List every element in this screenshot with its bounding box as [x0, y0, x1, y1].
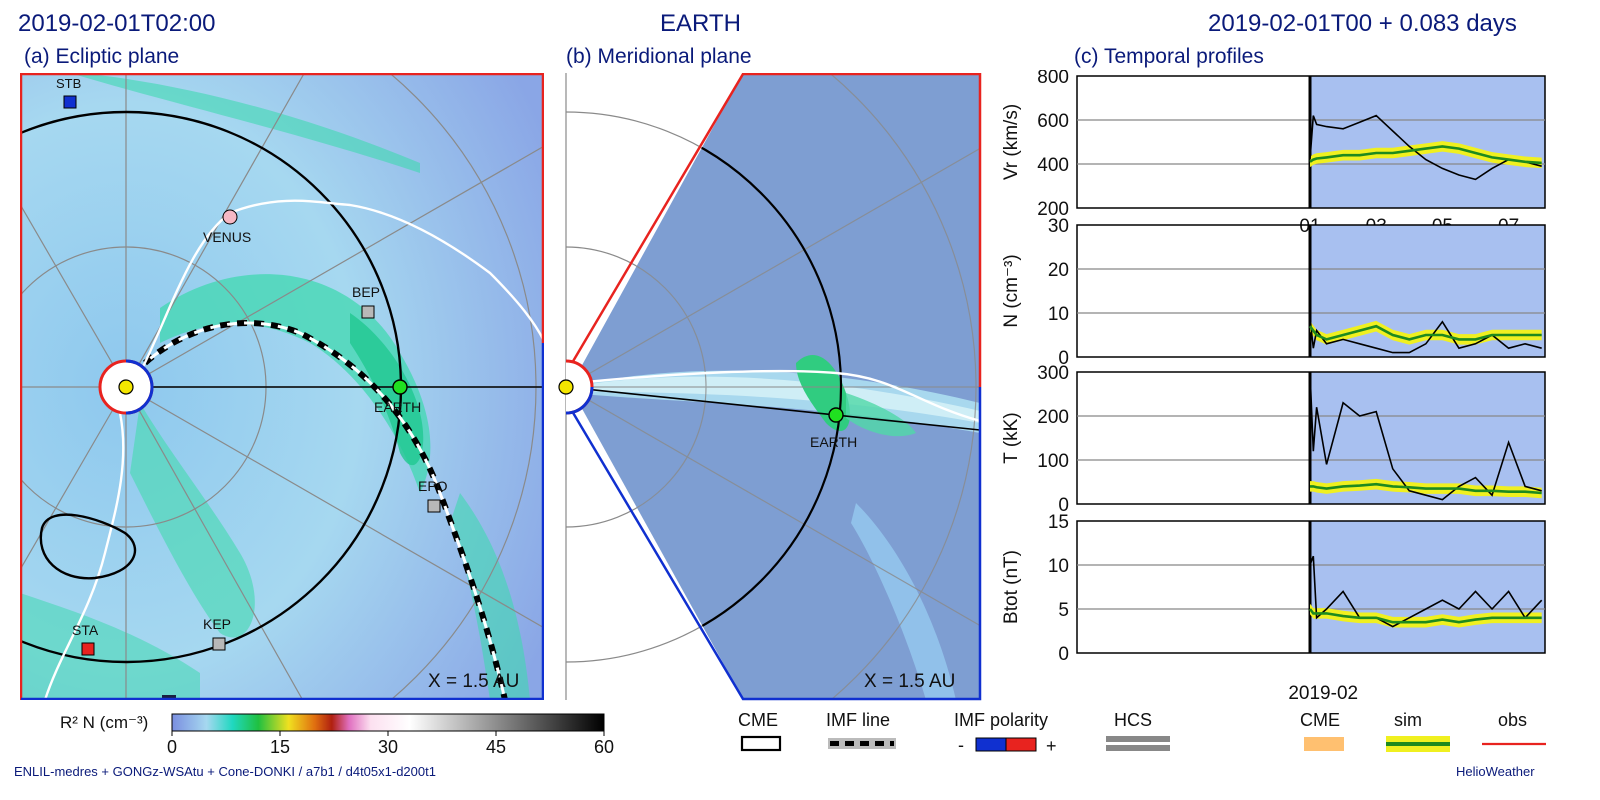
y-tick-label: 0: [1058, 348, 1069, 369]
x-axis-month-label: 2019-02: [1288, 683, 1358, 704]
kep-marker: [212, 637, 226, 651]
legend-cme-swatch: [740, 735, 782, 752]
epo-marker: [427, 499, 441, 513]
sim-series-line: [1310, 482, 1542, 495]
legend-hcs-swatch: [1106, 745, 1170, 751]
venus-label: VENUS: [203, 229, 251, 245]
earth-label-b: EARTH: [810, 434, 857, 450]
y-axis-label: T (kK): [1001, 412, 1022, 463]
legend-sim-label: sim: [1394, 710, 1422, 730]
stb-label: STB: [56, 76, 81, 91]
legend-imf-polarity-label: IMF polarity: [954, 710, 1048, 730]
earth-marker: [392, 379, 408, 395]
data-window-background: [1310, 76, 1545, 208]
y-tick-label: 300: [1037, 363, 1069, 384]
symbol-legend: CME IMF line IMF polarity - + HCS CME si…: [738, 710, 1546, 756]
y-tick-label: 200: [1037, 199, 1069, 220]
simulation-datetime: 2019-02-01T02:00: [18, 10, 216, 37]
colorbar-legend: R² N (cm⁻³) 0 15 30 45 60: [60, 713, 614, 757]
colorbar-tick: 30: [378, 737, 398, 757]
ecliptic-plane-panel: STB VENUS BEP EARTH EPO STA KEP X = 1.5 …: [20, 73, 544, 700]
obs-series-line: [1309, 114, 1542, 181]
legend-imf-line-label: IMF line: [826, 710, 890, 730]
y-tick-label: 5: [1058, 600, 1069, 621]
run-time: 2019-02-01T00 + 0.083 days: [1208, 10, 1517, 37]
bep-marker: [361, 305, 375, 319]
legend-plus: +: [1046, 736, 1057, 756]
brand-footer: HelioWeather: [1456, 764, 1535, 779]
y-tick-label: 0: [1058, 644, 1069, 665]
y-axis-label: Btot (nT): [1001, 550, 1022, 624]
sta-marker: [81, 642, 95, 656]
obs-series-line: [1309, 371, 1542, 501]
target-name: EARTH: [660, 10, 741, 37]
y-tick-label: 30: [1048, 216, 1069, 237]
epo-label: EPO: [418, 478, 448, 494]
legend-obs-label: obs: [1498, 710, 1527, 730]
legend-hcs-label: HCS: [1114, 710, 1152, 730]
obs-series-line: [1309, 317, 1542, 354]
legend-polarity-negative: [975, 737, 1007, 752]
venus-marker: [222, 209, 238, 225]
earth-marker-b: [828, 407, 844, 423]
y-tick-label: 0: [1058, 495, 1069, 516]
y-tick-label: 20: [1048, 260, 1069, 281]
data-window-background: [1310, 521, 1545, 653]
colorbar-tick: 45: [486, 737, 506, 757]
y-tick-label: 600: [1037, 111, 1069, 132]
y-axis-label: Vr (km/s): [1001, 104, 1022, 180]
y-tick-label: 400: [1037, 155, 1069, 176]
y-tick-label: 800: [1037, 70, 1069, 88]
y-tick-label: 200: [1037, 407, 1069, 428]
model-footer: ENLIL-medres + GONGz-WSAtu + Cone-DONKI …: [14, 764, 436, 779]
earth-label: EARTH: [374, 399, 421, 415]
legend-polarity-positive: [1005, 737, 1037, 752]
legend-cme-label: CME: [738, 710, 778, 730]
panel-a-title: (a) Ecliptic plane: [24, 45, 180, 68]
y-tick-label: 10: [1048, 304, 1069, 325]
panel-b-title: (b) Meridional plane: [566, 45, 752, 68]
scale-label-a: X = 1.5 AU: [428, 671, 519, 692]
meridional-plane-panel: EARTH X = 1.5 AU: [558, 73, 982, 701]
sim-uncertainty-band: [1310, 603, 1542, 628]
legend-cme2-swatch: [1304, 737, 1344, 751]
stb-marker: [63, 95, 77, 109]
sim-series-line: [1308, 324, 1542, 341]
legend-minus: -: [958, 735, 964, 755]
colorbar-label: R² N (cm⁻³): [60, 713, 148, 732]
y-axis-label: N (cm⁻³): [1001, 254, 1022, 327]
sim-series-line: [1308, 608, 1542, 624]
colorbar-tick: 15: [270, 737, 290, 757]
panel-c-title: (c) Temporal profiles: [1074, 45, 1264, 68]
scale-label-b: X = 1.5 AU: [864, 671, 955, 692]
sim-series-line: [1309, 145, 1542, 165]
obs-series-line: [1309, 555, 1543, 628]
kep-label: KEP: [203, 616, 231, 632]
legend-cme2-label: CME: [1300, 710, 1340, 730]
colorbar-tick: 0: [167, 737, 177, 757]
y-tick-label: 100: [1037, 451, 1069, 472]
y-tick-label: 15: [1048, 512, 1069, 533]
y-tick-label: 10: [1048, 556, 1069, 577]
bep-label: BEP: [352, 284, 380, 300]
colorbar-tick: 60: [594, 737, 614, 757]
sta-label: STA: [72, 622, 99, 638]
